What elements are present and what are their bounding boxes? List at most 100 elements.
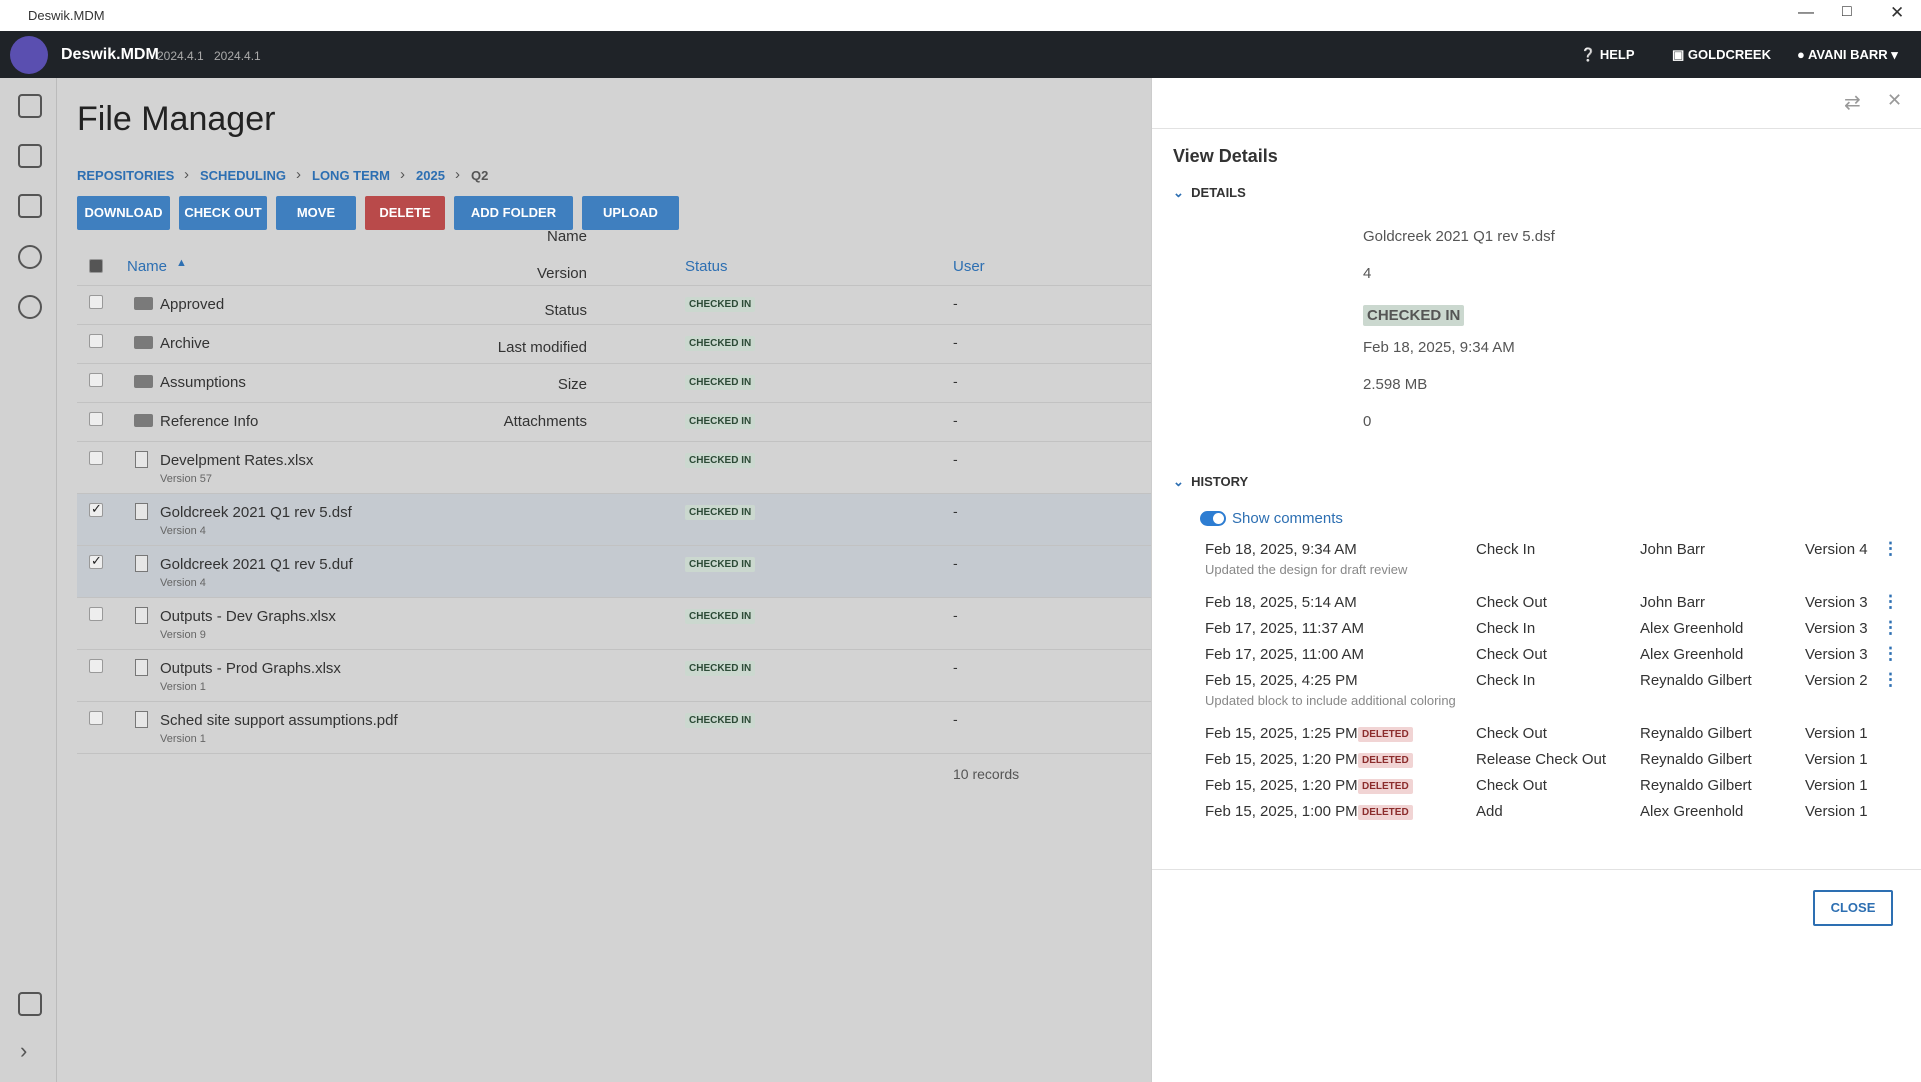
toolbar-button[interactable]: CHECK OUT [179, 196, 267, 230]
field-value: CHECKED IN [1363, 305, 1465, 326]
breadcrumb[interactable]: SCHEDULING [200, 168, 286, 183]
sort-indicator: ▲ [176, 257, 187, 269]
window-close[interactable]: ✕ [1890, 3, 1905, 22]
breadcrumb[interactable]: 2025 [416, 168, 445, 183]
settings-icon[interactable] [18, 245, 42, 269]
file-row[interactable]: ✓ Goldcreek 2021 Q1 rev 5.duf Version 4 CHE… [77, 545, 1151, 598]
history-action: Add [1476, 803, 1503, 820]
file-icon [135, 607, 148, 624]
section-toggle[interactable]: ⌄ DETAILS [1173, 185, 1246, 200]
breadcrumb-separator: › [296, 166, 301, 183]
history-user: Alex Greenhold [1640, 646, 1744, 663]
file-user: - [953, 503, 958, 519]
home-icon[interactable] [18, 94, 42, 118]
row-checkbox[interactable] [89, 451, 103, 465]
history-user: Alex Greenhold [1640, 803, 1744, 820]
file-row[interactable]: Assumptions CHECKED IN - [77, 363, 1151, 403]
toolbar-button[interactable]: DOWNLOAD [77, 196, 170, 230]
app-name: Deswik.MDM [61, 46, 159, 63]
column-header[interactable]: User [953, 258, 985, 275]
row-checkbox[interactable] [89, 711, 103, 725]
file-row[interactable]: Develpment Rates.xlsx Version 57 CHECKED I… [77, 441, 1151, 494]
panel-close[interactable]: ✕ [1887, 90, 1903, 110]
trash-icon[interactable] [18, 992, 42, 1016]
status-badge: CHECKED IN [685, 557, 756, 572]
field-value: 0 [1363, 413, 1372, 430]
window-titlebar: Deswik.MDM — □ ✕ [0, 0, 1921, 32]
history-version: Version 1 [1805, 803, 1868, 820]
section-toggle[interactable]: ⌄ HISTORY [1173, 474, 1249, 489]
version: 2024.4.1 [214, 49, 261, 63]
file-row[interactable]: Approved CHECKED IN - [77, 285, 1151, 325]
field-label: Version [536, 265, 587, 282]
status-badge: CHECKED IN [685, 297, 756, 312]
file-user: - [953, 412, 958, 428]
history-menu[interactable]: ⋮ [1882, 644, 1899, 663]
file-row[interactable]: Reference Info CHECKED IN - [77, 402, 1151, 442]
column-header[interactable]: Status [685, 258, 728, 275]
row-checkbox[interactable] [89, 412, 103, 426]
breadcrumb[interactable]: REPOSITORIES [77, 168, 175, 183]
files-icon[interactable] [18, 194, 42, 218]
toolbar-button[interactable]: UPLOAD [582, 196, 679, 230]
file-version: Version 9 [160, 629, 206, 641]
breadcrumb[interactable]: LONG TERM [312, 168, 390, 183]
history-menu[interactable]: ⋮ [1882, 539, 1899, 558]
select-all[interactable] [89, 259, 103, 273]
file-row[interactable]: ✓ Goldcreek 2021 Q1 rev 5.dsf Version 4 CHE… [77, 493, 1151, 546]
field-label: Status [544, 302, 587, 319]
swap[interactable]: ⇄ [1844, 92, 1861, 114]
toolbar-button[interactable]: ADD FOLDER [454, 196, 573, 230]
history-version: Version 3 [1805, 646, 1868, 663]
tasks-icon[interactable] [18, 144, 42, 168]
file-name: Goldcreek 2021 Q1 rev 5.duf [160, 556, 353, 573]
version: 2024.4.1 [157, 49, 204, 63]
file-name: Archive [160, 335, 211, 352]
maximize[interactable]: □ [1842, 3, 1852, 20]
history-date: Feb 18, 2025, 9:34 AM [1205, 541, 1357, 558]
row-checkbox[interactable] [89, 659, 103, 673]
file-icon [135, 451, 148, 468]
history-menu[interactable]: ⋮ [1882, 618, 1899, 637]
row-checkbox[interactable] [89, 373, 103, 387]
divider [1152, 869, 1921, 870]
logo[interactable] [10, 36, 48, 74]
breadcrumb-separator: › [455, 166, 460, 183]
comments-toggle[interactable] [1200, 511, 1226, 526]
minimize[interactable]: — [1798, 4, 1814, 21]
file-version: Version 57 [160, 473, 212, 485]
history-menu[interactable]: ⋮ [1882, 592, 1899, 611]
row-checkbox[interactable]: ✓ [89, 553, 103, 569]
file-icon [135, 503, 148, 520]
history-badge: DELETED [1358, 805, 1413, 820]
file-row[interactable]: Outputs - Dev Graphs.xlsx Version 9 CHECKE… [77, 597, 1151, 650]
toolbar-button[interactable]: MOVE [276, 196, 356, 230]
status-badge: CHECKED IN [685, 414, 756, 429]
expand[interactable]: › [20, 1038, 28, 1063]
close-button[interactable]: CLOSE [1813, 890, 1893, 926]
file-icon [135, 555, 148, 572]
history-action: Check In [1476, 672, 1536, 689]
row-checkbox[interactable] [89, 607, 103, 621]
file-name: Sched site support assumptions.pdf [160, 712, 398, 729]
help-icon[interactable] [18, 295, 42, 319]
help[interactable]: ❔ HELP [1580, 47, 1635, 62]
workspace[interactable]: ▣ GOLDCREEK [1672, 47, 1771, 62]
history-version: Version 3 [1805, 594, 1868, 611]
history-menu[interactable]: ⋮ [1882, 670, 1899, 689]
history-version: Version 1 [1805, 777, 1868, 794]
show-comments[interactable]: Show comments [1232, 510, 1343, 527]
history-comment: Updated block to include additional colo… [1205, 693, 1456, 708]
field-label: Size [557, 376, 587, 393]
file-row[interactable]: Archive CHECKED IN - [77, 324, 1151, 364]
user-menu[interactable]: ● AVANI BARR ▾ [1797, 47, 1898, 62]
file-row[interactable]: Sched site support assumptions.pdf Versio… [77, 701, 1151, 754]
row-checkbox[interactable] [89, 295, 103, 309]
file-row[interactable]: Outputs - Prod Graphs.xlsx Version 1 CHECK… [77, 649, 1151, 702]
section-title: DETAILS [1191, 185, 1246, 200]
column-header[interactable]: Name [127, 258, 168, 275]
row-checkbox[interactable] [89, 334, 103, 348]
status-badge: CHECKED IN [685, 713, 756, 728]
toolbar-button[interactable]: DELETE [365, 196, 445, 230]
row-checkbox[interactable]: ✓ [89, 501, 103, 517]
